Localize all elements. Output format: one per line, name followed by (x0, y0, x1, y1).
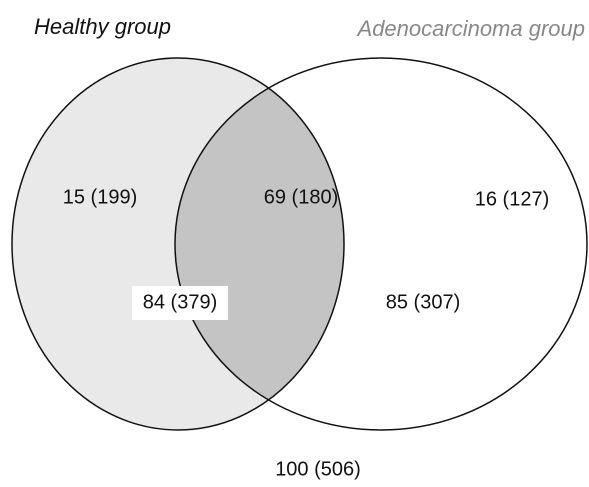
intersection-fill (175, 58, 344, 430)
set-title: Adenocarcinoma group (356, 16, 585, 41)
healthy-circle (11, 57, 345, 431)
region-label: 100 (506) (275, 458, 361, 480)
set-title: Healthy group (34, 14, 171, 39)
region-label: 69 (180) (264, 186, 339, 208)
region-label: 15 (199) (63, 186, 138, 208)
label-bg (372, 286, 474, 320)
label-bg (132, 286, 228, 320)
region-label: 85 (307) (386, 291, 461, 313)
region-label: 16 (127) (475, 188, 550, 210)
adeno-circle (174, 57, 588, 431)
region-label: 84 (379) (143, 291, 218, 313)
